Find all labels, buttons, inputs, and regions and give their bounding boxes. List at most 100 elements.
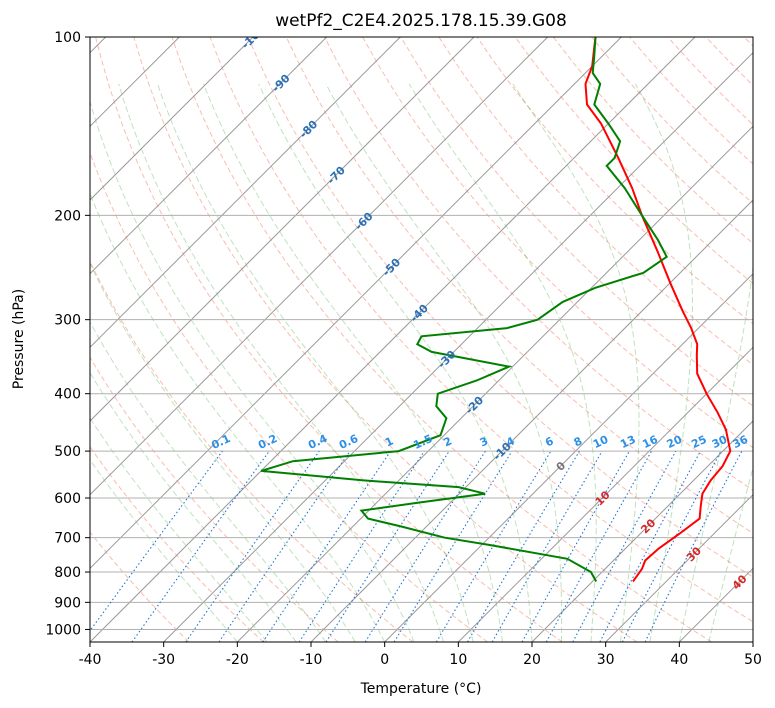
mixing-ratio-line (218, 450, 351, 642)
moist-adiabat (157, 83, 474, 642)
dry-adiabat (324, 37, 753, 491)
isotherm-label: -30 (435, 348, 458, 371)
mixing-ratio-line (262, 450, 392, 642)
mixing-ratio-label: 16 (640, 433, 660, 451)
x-tick-label: -20 (226, 652, 249, 668)
y-tick-label: 800 (54, 565, 81, 581)
axis-ticks: -40 -30 -20 -10 0 10 20 30 40 5010020030040050060… (45, 30, 762, 668)
mixing-ratio-line (644, 450, 743, 642)
y-tick-label: 300 (54, 313, 81, 329)
moist-adiabat (512, 83, 640, 642)
isotherm (90, 37, 696, 642)
mixing-ratio-line (572, 450, 677, 642)
dry-adiabat (591, 37, 753, 205)
mixing-ratio-label: 1 (383, 434, 395, 449)
y-axis-label: Pressure (hPa) (11, 289, 27, 389)
isotherm (531, 420, 753, 642)
isotherm-label: 20 (638, 516, 658, 536)
mixing-ratio-label: 36 (731, 433, 751, 451)
mixing-ratio-line (90, 450, 223, 632)
y-tick-label: 900 (54, 595, 81, 611)
isotherm (90, 37, 622, 570)
dry-adiabat (438, 37, 753, 366)
x-tick-label: -10 (300, 652, 323, 668)
x-tick-label: -30 (152, 652, 175, 668)
dry-adiabat (362, 37, 753, 449)
mixing-ratio-line (325, 450, 450, 642)
y-tick-label: 200 (54, 208, 81, 224)
moist-adiabat (258, 83, 533, 642)
isotherm (90, 37, 401, 349)
dry-adiabat (90, 356, 339, 642)
isotherm-label: -70 (325, 164, 348, 187)
dry-adiabat (171, 37, 712, 642)
isotherm-label: 0 (554, 459, 569, 474)
mixing-ratio-label: 0.4 (306, 432, 329, 452)
y-tick-label: 500 (54, 444, 81, 460)
dry-adiabat (95, 37, 563, 642)
isotherm (90, 37, 254, 201)
mixing-ratio-line (467, 450, 580, 642)
mixing-ratio-label: 13 (618, 433, 637, 451)
moist-adiabat (708, 465, 753, 642)
dry-adiabat (514, 37, 753, 285)
isotherm (90, 37, 549, 496)
isotherm (163, 51, 753, 642)
mixing-ratio-line (545, 450, 653, 642)
dry-adiabat (705, 37, 753, 87)
dry-adiabat (90, 531, 190, 642)
temperature-line (584, 37, 732, 583)
isotherm (752, 641, 753, 642)
x-tick-label: 40 (670, 652, 688, 668)
x-tick-label: 0 (380, 652, 389, 668)
mixing-ratio-label: 20 (665, 433, 685, 451)
line-labels: -100-90-80-70-60-50-40-30-20-10010203040… (209, 37, 751, 592)
moist-adiabat (90, 371, 297, 642)
dry-adiabat (247, 37, 753, 578)
mixing-ratio-label: 10 (591, 433, 611, 451)
mixing-ratio-label: 25 (689, 433, 708, 451)
isotherm (457, 346, 753, 642)
isotherm (605, 493, 753, 642)
x-tick-label: 30 (597, 652, 615, 668)
x-axis-label: Temperature (°C) (360, 681, 482, 697)
moist-adiabat (90, 459, 238, 642)
profile-lines (260, 37, 732, 583)
isotherm (90, 37, 475, 422)
mixing-ratio-line (298, 450, 425, 642)
moist-adiabat (90, 99, 415, 642)
dry-adiabat (90, 260, 414, 642)
isotherm-label: -50 (380, 256, 403, 279)
isotherm (236, 125, 753, 642)
moist-adiabat (325, 83, 563, 642)
plot-frame (89, 36, 754, 643)
moist-adiabat (408, 83, 597, 642)
dry-adiabat (743, 37, 753, 47)
y-tick-label: 1000 (45, 622, 81, 638)
moist-adiabat (634, 83, 693, 642)
x-tick-label: -40 (79, 652, 102, 668)
mixing-ratio-label: 6 (543, 434, 556, 449)
x-tick-label: 20 (523, 652, 541, 668)
background-lines (90, 37, 753, 642)
moist-adiabat (203, 83, 503, 642)
x-tick-label: 50 (744, 652, 762, 668)
dry-adiabat (400, 37, 753, 407)
mixing-ratio-label: 3 (478, 434, 490, 449)
mixing-ratio-label: 30 (710, 433, 730, 451)
y-tick-label: 100 (54, 30, 81, 46)
mixing-ratio-line (131, 450, 270, 642)
isotherm (384, 272, 753, 642)
y-tick-label: 600 (54, 491, 81, 507)
mixing-ratio-line (521, 450, 630, 642)
chart-title: wetPf2_C2E4.2025.178.15.39.G08 (275, 11, 567, 31)
dry-adiabat (133, 37, 638, 642)
x-tick-label: 10 (449, 652, 467, 668)
dry-adiabat (90, 445, 264, 642)
dry-adiabat (667, 37, 753, 126)
moist-adiabat (90, 417, 268, 642)
moist-adiabat (90, 321, 327, 642)
mixing-ratio-line (185, 450, 320, 642)
y-tick-label: 400 (54, 387, 81, 403)
isotherm (90, 37, 328, 275)
